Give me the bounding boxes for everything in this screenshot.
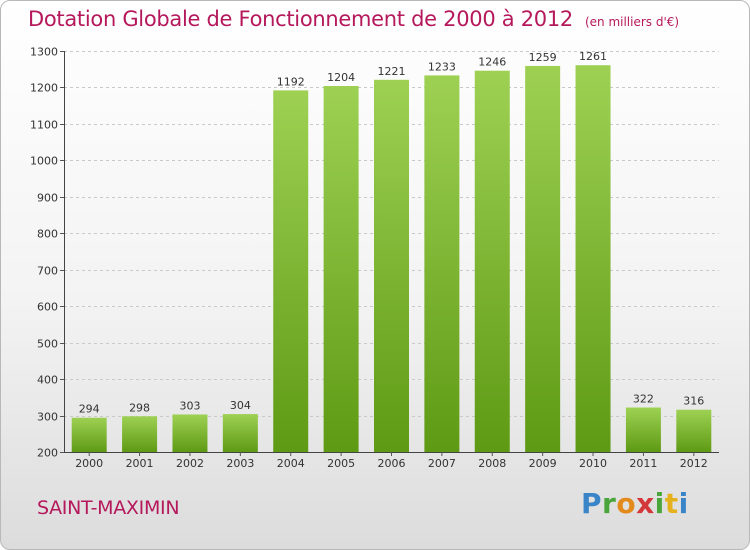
- bar-value-label: 298: [129, 401, 150, 414]
- x-tick-label: 2011: [629, 457, 657, 470]
- chart-subtitle: (en milliers d'€): [584, 15, 680, 29]
- y-tick-label: 800: [37, 228, 58, 241]
- bar: [323, 85, 359, 452]
- bar-value-label: 303: [179, 399, 200, 412]
- y-axis: 200 300 400 500 600 700 800 900 1000 1100 1200 1300: [30, 46, 65, 460]
- bar: [122, 416, 158, 452]
- proxiti-logo: Proxiti: [581, 487, 689, 520]
- commune-name: SAINT-MAXIMIN: [37, 497, 180, 519]
- y-tick-label: 300: [37, 411, 58, 424]
- x-tick-label: 2012: [680, 457, 708, 470]
- bar-value-label: 1192: [277, 75, 305, 88]
- y-tick-label: 700: [37, 265, 58, 278]
- y-tick-label: 900: [37, 192, 58, 205]
- x-tick-label: 2008: [478, 457, 506, 470]
- bar-value-label: 304: [230, 399, 251, 412]
- x-tick-label: 2009: [529, 457, 557, 470]
- bar: [172, 414, 208, 452]
- y-tick-label: 400: [37, 374, 58, 387]
- x-tick-label: 2000: [75, 457, 103, 470]
- bar: [71, 417, 107, 452]
- x-axis: 2000 2001 2002 2003 2004 2005 2006 2007 2008 2009…: [64, 452, 719, 470]
- bar: [474, 70, 510, 452]
- y-tick-label: 1000: [30, 155, 58, 168]
- bar-value-label: 294: [79, 403, 100, 416]
- bars: 294 298 303 304 1192 1204 1221 1233 1246 1259 1261…: [71, 50, 712, 453]
- y-tick-label: 1200: [30, 82, 58, 95]
- bar: [222, 414, 258, 452]
- bar-value-label: 322: [633, 393, 654, 406]
- bar-value-label: 1204: [327, 71, 355, 84]
- bar: [374, 79, 409, 453]
- y-tick-label: 1100: [30, 119, 58, 132]
- y-tick-label: 1300: [30, 46, 58, 59]
- bar-value-label: 316: [683, 395, 704, 408]
- bar: [424, 75, 460, 452]
- x-tick-label: 2007: [428, 457, 456, 470]
- x-tick-label: 2001: [126, 457, 154, 470]
- bar-value-label: 1246: [478, 56, 506, 69]
- x-tick-label: 2002: [176, 457, 204, 470]
- bar: [273, 90, 309, 452]
- bar: [625, 407, 661, 452]
- x-tick-label: 2004: [277, 457, 305, 470]
- bar-value-label: 1233: [428, 60, 456, 73]
- bar-value-label: 1221: [378, 65, 406, 78]
- x-tick-label: 2010: [579, 457, 607, 470]
- x-tick-label: 2006: [378, 457, 406, 470]
- bar-value-label: 1259: [529, 51, 557, 64]
- y-tick-label: 600: [37, 301, 58, 314]
- x-tick-label: 2005: [327, 457, 355, 470]
- bar: [575, 65, 611, 452]
- chart-title: Dotation Globale de Fonctionnement de 20…: [28, 7, 680, 31]
- y-tick-label: 200: [37, 447, 58, 460]
- x-tick-label: 2003: [226, 457, 254, 470]
- bar-value-label: 1261: [579, 50, 607, 63]
- bar: [525, 65, 561, 453]
- bar: [676, 409, 712, 452]
- y-tick-label: 500: [37, 338, 58, 351]
